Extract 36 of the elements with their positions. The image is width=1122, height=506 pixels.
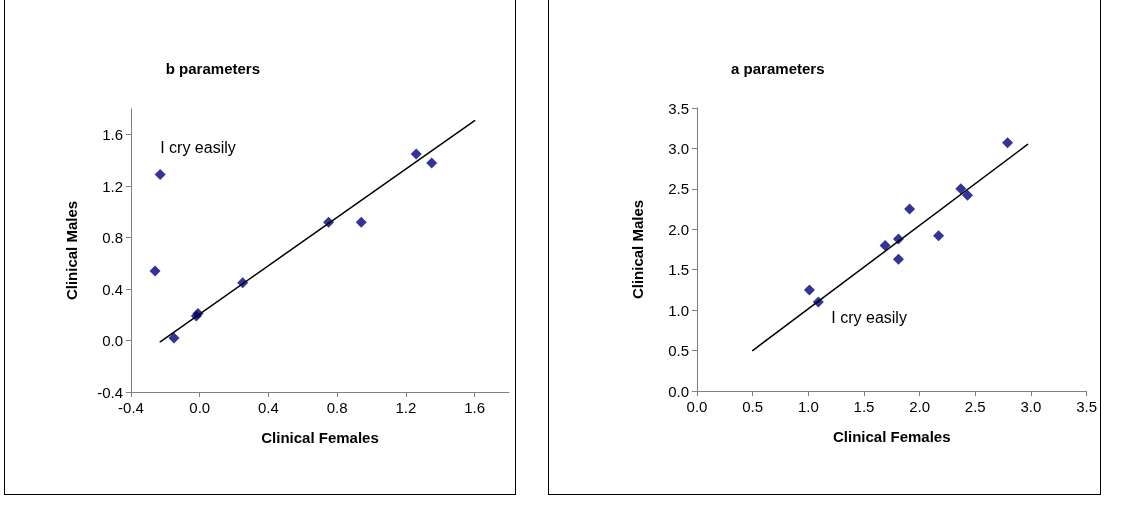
- y-tick-label: 1.5: [668, 261, 689, 279]
- y-tick-label: 0.4: [102, 280, 123, 298]
- x-tick-label: 1.5: [853, 398, 875, 415]
- x-axis-title: Clinical Females: [261, 429, 379, 446]
- y-tick-label: 3.0: [668, 139, 689, 157]
- y-tick-label: 3.5: [668, 99, 689, 117]
- y-tick-label: -0.4: [97, 383, 123, 401]
- x-tick-label: 0.5: [742, 398, 764, 415]
- y-axis-title: Clinical Males: [63, 200, 80, 301]
- y-axis-title: Clinical Males: [629, 199, 646, 300]
- x-tick-label: -0.4: [118, 399, 144, 416]
- annotation: I cry easily: [160, 139, 236, 157]
- y-tick-label: 0.0: [102, 332, 123, 350]
- y-tick-label: 2.5: [668, 180, 689, 198]
- annotation: I cry easily: [831, 308, 907, 326]
- x-tick-label: 3.0: [1020, 398, 1042, 415]
- y-tick-label: 1.2: [102, 177, 123, 195]
- x-tick-label: 0.8: [326, 399, 348, 416]
- x-tick-label: 1.2: [395, 399, 417, 416]
- x-tick-label: 2.5: [964, 398, 986, 415]
- x-tick-label: 1.6: [464, 399, 486, 416]
- chart-title: a parameters: [731, 60, 825, 77]
- y-tick-label: 1.6: [102, 126, 123, 144]
- x-tick-label: 2.0: [909, 398, 931, 415]
- y-tick-label: 2.0: [668, 220, 689, 238]
- x-tick-label: 3.5: [1076, 398, 1097, 415]
- x-axis-title: Clinical Females: [833, 428, 951, 445]
- y-tick-label: 0.5: [668, 342, 689, 360]
- x-tick-label: 0.0: [189, 399, 211, 416]
- y-tick-label: 0.0: [668, 382, 689, 400]
- x-tick-label: 0.4: [258, 399, 279, 416]
- x-tick-label: 1.0: [797, 398, 819, 415]
- y-tick-label: 0.8: [102, 229, 123, 247]
- x-tick-label: 0.0: [686, 398, 708, 415]
- y-tick-label: 1.0: [668, 301, 689, 319]
- chart-title: b parameters: [165, 60, 260, 77]
